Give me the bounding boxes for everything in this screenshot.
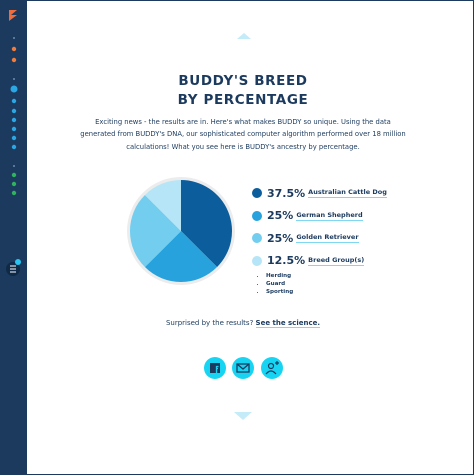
legend-value: 12.5% xyxy=(267,254,306,268)
title-line: BUDDY'S BREED xyxy=(178,73,308,89)
legend-name: German Shepherd xyxy=(296,210,363,221)
share-buttons xyxy=(204,357,283,379)
pie-slice xyxy=(144,180,181,231)
legend-item: 25% Golden Retriever xyxy=(252,227,387,250)
pie-slice xyxy=(181,180,232,268)
breed-group-item: Guard xyxy=(266,280,387,288)
legend-value: 25% xyxy=(267,231,294,245)
email-button[interactable] xyxy=(232,357,254,379)
add-friend-button[interactable] xyxy=(261,357,283,379)
legend-name: Golden Retriever xyxy=(296,233,359,244)
sidebar-icons xyxy=(6,10,21,276)
breed-group-item: Sporting xyxy=(266,288,387,296)
sidebar xyxy=(0,0,27,475)
legend-value: 25% xyxy=(267,209,294,223)
legend-name: Breed Group(s) xyxy=(308,255,365,266)
title-line: BY PERCENTAGE xyxy=(177,92,309,108)
breed-group-item: Herding xyxy=(266,272,387,280)
pie-chart xyxy=(127,177,235,285)
breed-group-list: HerdingGuardSporting xyxy=(266,272,387,296)
legend-item: 12.5% Breed Group(s) xyxy=(252,250,387,273)
intro-text: Exciting news - the results are in. Here… xyxy=(80,118,406,151)
question: Surprised by the results? xyxy=(165,319,254,327)
facebook-button[interactable] xyxy=(204,357,226,379)
scroll-down[interactable] xyxy=(234,412,252,421)
legend-swatch xyxy=(252,233,262,244)
legend-value: 37.5% xyxy=(267,186,306,200)
scroll-up[interactable] xyxy=(237,32,251,40)
logo[interactable] xyxy=(9,10,17,21)
legend-item: 37.5% Australian Cattle Dog xyxy=(252,182,387,205)
legend-swatch xyxy=(252,255,262,266)
pie-slice xyxy=(130,194,181,268)
legend-swatch xyxy=(252,188,262,199)
legend-name: Australian Cattle Dog xyxy=(308,188,387,199)
footer-text: Surprised by the results? See the scienc… xyxy=(27,319,459,328)
science-link[interactable]: See the science. xyxy=(255,319,321,328)
menu-button[interactable] xyxy=(6,259,21,276)
legend-item: 25% German Shepherd xyxy=(252,205,387,228)
legend-swatch xyxy=(252,210,262,221)
title: BUDDY'S BREED BY PERCENTAGE xyxy=(27,72,459,110)
pie-slice xyxy=(144,231,218,282)
legend: 37.5% Australian Cattle Dog 25% German Shep… xyxy=(252,182,387,296)
